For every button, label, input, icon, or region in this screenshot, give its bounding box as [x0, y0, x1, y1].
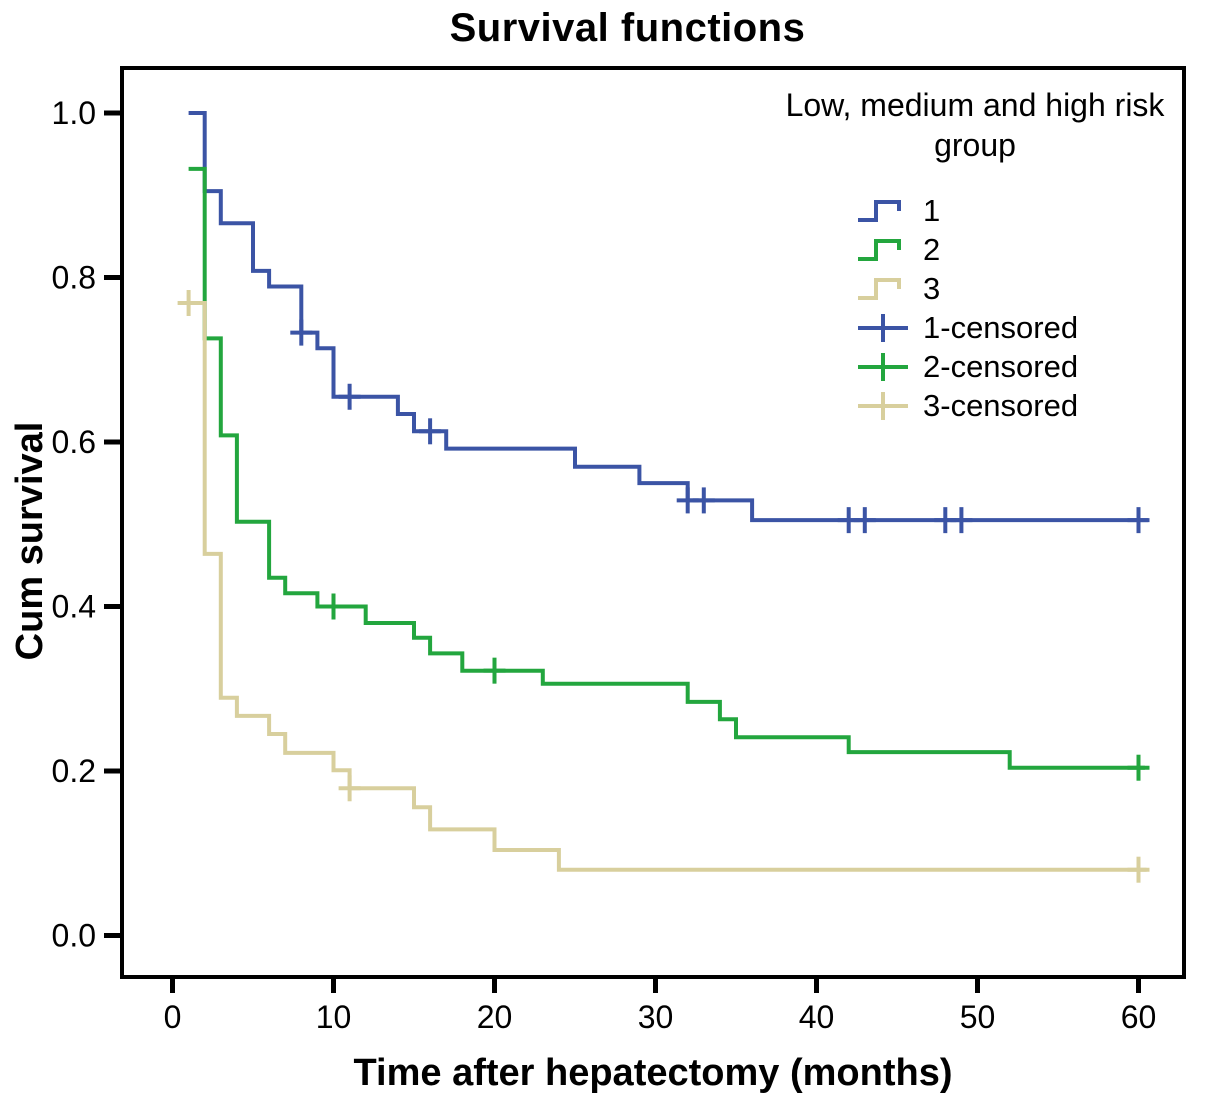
series-3-curve: [188, 301, 1147, 872]
legend-entry-2: 2: [855, 230, 1190, 269]
x-axis-tick-label: 40: [799, 999, 835, 1035]
legend-entry-label: 3: [923, 270, 941, 306]
x-axis-tick-label: 10: [316, 999, 352, 1035]
legend-title: Low, medium and high risk group: [785, 87, 1165, 163]
y-axis-tick-label: 1.0: [52, 95, 96, 131]
y-axis-tick-label: 0.6: [52, 424, 96, 460]
y-axis-tick-label: 0.2: [52, 753, 96, 789]
x-axis-label: Time after hepatectomy (months): [353, 1052, 953, 1094]
censored-plus-icon: [858, 352, 908, 381]
legend-entry-label: 2: [923, 231, 941, 267]
legend-entry-label: 1-censored: [923, 309, 1079, 345]
step-line-icon: [858, 199, 901, 222]
legend-entries: 1 2 3 1-censored 2-censored 3-censored: [855, 191, 1190, 425]
x-axis-tick-label: 60: [1121, 999, 1157, 1035]
y-axis-tick-label: 0.4: [52, 589, 96, 625]
step-line-icon: [858, 277, 901, 300]
series-1-curve: [188, 111, 1149, 523]
x-axis-tick-label: 0: [164, 999, 182, 1035]
legend-entry-label: 3-censored: [923, 387, 1079, 423]
legend-entry-3-censored: 3-censored: [855, 386, 1190, 425]
censored-plus-icon: [858, 313, 908, 342]
y-axis-label: Cum survival: [9, 421, 51, 661]
legend-entry-3: 3: [855, 269, 1190, 308]
legend-entry-2-censored: 2-censored: [855, 347, 1190, 386]
series-2-curve: [188, 166, 1145, 770]
legend-entry-label: 1: [923, 192, 941, 228]
legend-entry-1-censored: 1-censored: [855, 308, 1190, 347]
step-line-icon: [858, 238, 901, 261]
legend-entry-label: 2-censored: [923, 348, 1079, 384]
chart-title: Survival functions: [449, 6, 806, 50]
x-axis-tick-label: 30: [638, 999, 674, 1035]
legend-entry-1: 1: [855, 191, 1190, 230]
y-axis-tick-label: 0.0: [52, 918, 96, 954]
y-axis-tick-label: 0.8: [52, 260, 96, 296]
censored-plus-icon: [858, 391, 908, 420]
x-axis-tick-label: 50: [960, 999, 996, 1035]
legend: Low, medium and high risk group 1 2 3 1-cen…: [760, 85, 1190, 425]
x-axis-tick-label: 20: [477, 999, 513, 1035]
